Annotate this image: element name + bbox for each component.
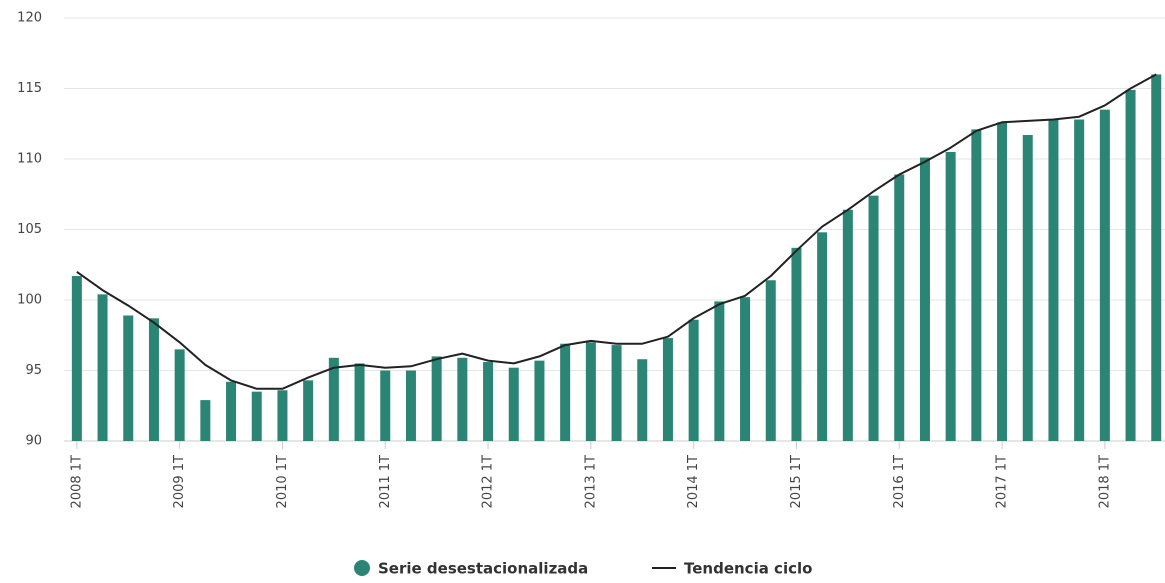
bar bbox=[431, 356, 442, 441]
x-tick-label: 2012 1T bbox=[481, 455, 496, 508]
x-tick-label: 2011 1T bbox=[378, 455, 393, 508]
x-tick-label: 2015 1T bbox=[789, 455, 804, 508]
y-tick-label: 120 bbox=[17, 11, 42, 26]
x-tick-label: 2017 1T bbox=[995, 455, 1010, 508]
x-tick-label: 2018 1T bbox=[1097, 455, 1112, 508]
bar bbox=[791, 247, 802, 441]
bar bbox=[997, 122, 1008, 441]
bar bbox=[226, 381, 237, 441]
bar bbox=[817, 232, 828, 441]
bar bbox=[1151, 74, 1162, 442]
bar bbox=[328, 357, 339, 441]
bar bbox=[1048, 119, 1059, 442]
bar bbox=[688, 319, 699, 441]
bar bbox=[97, 294, 108, 441]
y-tick-label: 95 bbox=[25, 363, 42, 378]
bar bbox=[405, 370, 416, 441]
x-tick-label: 2009 1T bbox=[172, 455, 187, 508]
bar bbox=[560, 343, 571, 441]
bar bbox=[842, 209, 853, 441]
bar bbox=[894, 174, 905, 441]
y-tick-label: 105 bbox=[17, 222, 42, 237]
bar bbox=[971, 129, 982, 441]
trend-line bbox=[76, 73, 1157, 390]
bar bbox=[123, 315, 134, 441]
x-tick-label: 2010 1T bbox=[275, 455, 290, 508]
bar bbox=[277, 390, 288, 441]
bar bbox=[611, 345, 622, 441]
bar bbox=[483, 362, 494, 441]
bar bbox=[251, 391, 262, 441]
bar bbox=[740, 297, 751, 441]
bar bbox=[148, 318, 159, 441]
bar bbox=[1099, 109, 1110, 442]
bar bbox=[534, 360, 545, 441]
bar bbox=[1074, 119, 1085, 442]
bar bbox=[380, 370, 391, 441]
bar bbox=[765, 280, 776, 441]
legend: Serie desestacionalizada Tendencia ciclo bbox=[354, 560, 812, 578]
bar bbox=[174, 349, 185, 441]
bar bbox=[303, 380, 314, 441]
y-tick-label: 90 bbox=[25, 434, 42, 449]
x-tick-label: 2013 1T bbox=[583, 455, 598, 508]
bar bbox=[200, 400, 211, 441]
bar bbox=[71, 276, 82, 441]
y-tick-label: 110 bbox=[17, 152, 42, 167]
bar bbox=[1125, 89, 1136, 441]
bar bbox=[457, 357, 468, 441]
bar bbox=[1022, 135, 1033, 441]
bar bbox=[662, 338, 673, 441]
legend-marker bbox=[354, 560, 370, 576]
bar bbox=[585, 342, 596, 441]
legend-label: Tendencia ciclo bbox=[684, 560, 812, 578]
bar bbox=[945, 151, 956, 441]
bar bbox=[868, 195, 879, 441]
y-tick-label: 115 bbox=[17, 81, 42, 96]
x-tick-label: 2014 1T bbox=[686, 455, 701, 508]
legend-label: Serie desestacionalizada bbox=[378, 560, 588, 578]
bar bbox=[637, 359, 648, 441]
bar bbox=[919, 157, 930, 441]
y-tick-label: 100 bbox=[17, 293, 42, 308]
bar bbox=[714, 301, 725, 441]
bar bbox=[354, 363, 365, 441]
bar bbox=[508, 367, 519, 441]
x-tick-label: 2016 1T bbox=[892, 455, 907, 508]
x-tick-label: 2008 1T bbox=[69, 455, 84, 508]
